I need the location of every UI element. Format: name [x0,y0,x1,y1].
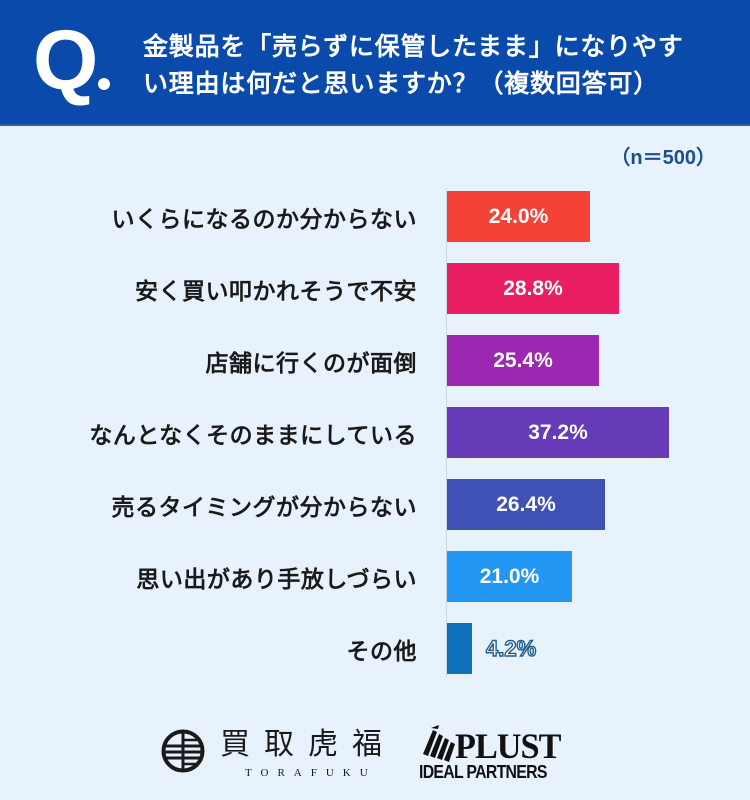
chart-row: 売るタイミングが分からない 26.4% [0,479,750,530]
chart-row: なんとなくそのままにしている 37.2% [0,407,750,458]
bar-value-label: 26.4% [496,492,556,516]
footer-logos: 買取虎福 TORAFUKU PLUST IDEAL PARTNERS [0,700,750,800]
chart-row: その他 4.2% [0,623,750,674]
torafuku-logo-icon [161,729,205,773]
bar-chart: いくらになるのか分からない 24.0% 安く買い叩かれそうで不安 28.8% 店… [0,188,750,678]
question-title-line-2: い理由は何だと思いますか？（複数回答可） [143,69,660,98]
question-title: 金製品を「売らずに保管したまま」になりやす い理由は何だと思いますか？（複数回答… [143,28,738,102]
category-label: その他 [346,638,417,665]
chart-row: いくらになるのか分からない 24.0% [0,191,750,242]
chart-axis-line [446,188,447,678]
question-title-line-1: 金製品を「売らずに保管したまま」になりやす [143,32,684,61]
plust-logo-subtitle: IDEAL PARTNERS [419,762,547,782]
bar-value-label: 25.4% [493,348,553,372]
bar [447,623,472,674]
category-label: 安く買い叩かれそうで不安 [135,278,417,305]
category-label: いくらになるのか分からない [111,206,417,233]
plust-logo-word: PLUST [455,726,561,766]
category-label: 売るタイミングが分からない [111,494,417,521]
q-dot-icon [98,78,110,90]
category-label: なんとなくそのままにしている [89,422,417,449]
bar-value-label: 24.0% [488,204,549,228]
torafuku-logo-roman: TORAFUKU [245,767,377,779]
question-header: Q 金製品を「売らずに保管したまま」になりやす い理由は何だと思いますか？（複数… [0,0,750,126]
chart-row: 店舗に行くのが面倒 25.4% [0,335,750,386]
bar-value-label: 37.2% [528,420,588,444]
bar-value-label: 21.0% [479,564,540,588]
bar: 25.4% [447,335,599,386]
bar: 37.2% [447,407,669,458]
category-label: 店舗に行くのが面倒 [205,350,417,377]
category-label: 思い出があり手放しづらい [136,566,417,593]
sample-size: （n＝500） [610,147,716,169]
bar-value-label: 28.8% [503,276,563,300]
bar: 21.0% [447,551,572,602]
bar: 26.4% [447,479,605,530]
chart-row: 安く買い叩かれそうで不安 28.8% [0,263,750,314]
bar: 28.8% [447,263,619,314]
plust-logo-icon [423,725,455,762]
chart-row: 思い出があり手放しづらい 21.0% [0,551,750,602]
q-icon: Q [33,13,98,107]
torafuku-logo-kanji: 買取虎福 [220,727,396,762]
bar: 24.0% [447,191,590,242]
bar-value-label-outside: 4.2% [485,635,537,661]
